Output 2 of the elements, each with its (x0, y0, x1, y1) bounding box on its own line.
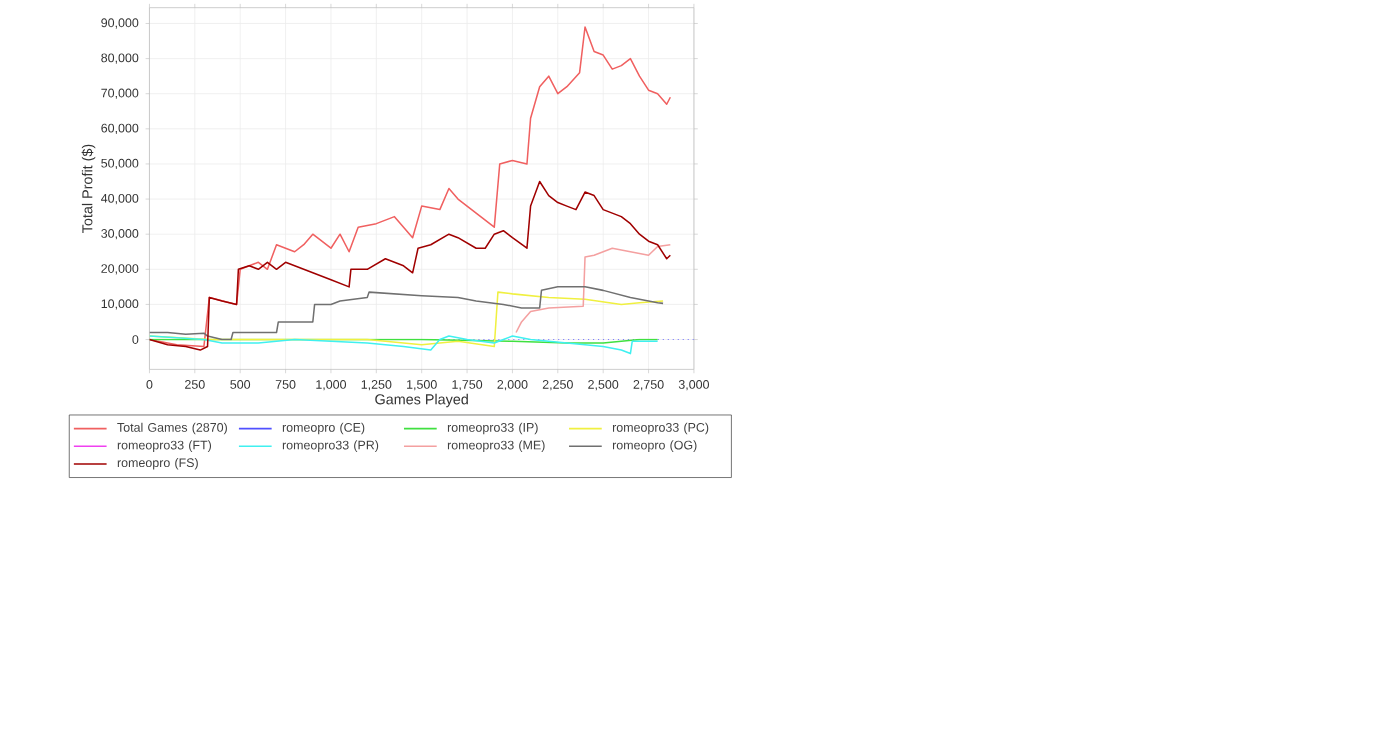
line-series (149, 180, 672, 351)
line-series (515, 243, 672, 334)
